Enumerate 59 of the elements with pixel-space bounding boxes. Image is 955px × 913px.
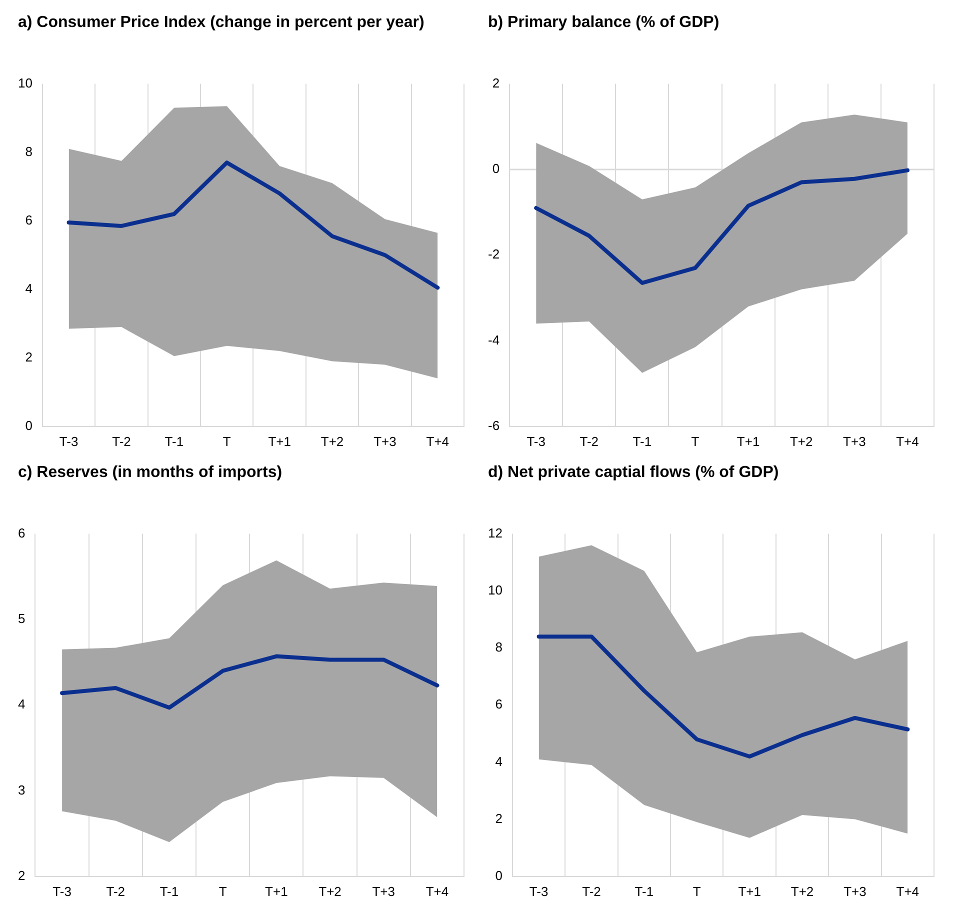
y-tick-label: 0 [495,868,502,883]
y-tick-label: 10 [18,75,32,90]
chart-title: c) Reserves (in months of imports) [17,463,284,483]
y-tick-label: -4 [488,332,500,348]
x-tick-label: T+3 [374,434,396,449]
y-tick-label: 4 [25,280,32,296]
x-tick-label: T [222,434,231,449]
x-tick-label: T+3 [372,884,395,899]
x-tick-label: T+2 [790,884,814,899]
x-tick-label: T+2 [318,884,342,899]
x-tick-label: T-2 [106,884,126,899]
y-tick-label: 12 [488,525,502,540]
x-tick-label: T+3 [844,884,866,899]
y-tick-label: 6 [25,212,32,228]
x-tick-label: T+1 [738,884,761,899]
chart-title: a) Consumer Price Index (change in percent per year) [17,13,426,33]
y-tick-label: 2 [25,349,32,364]
x-tick-label: T-2 [580,434,599,449]
x-tick-label: T+1 [265,884,288,899]
x-tick-label: T-2 [582,884,601,899]
x-tick-label: T-3 [529,884,548,899]
y-tick-label: 6 [18,525,26,540]
x-tick-label: T+4 [426,434,450,449]
y-tick-label: 8 [25,144,32,159]
x-tick-label: T-3 [52,884,72,899]
x-tick-label: T+2 [320,434,344,449]
x-tick-label: T [691,434,700,449]
x-tick-label: T-1 [164,434,184,449]
x-tick-label: T+1 [736,434,760,449]
y-tick-label: 2 [492,75,500,90]
x-tick-label: T-1 [632,434,652,449]
y-tick-label: 10 [488,582,502,598]
x-tick-label: T-1 [634,884,654,899]
x-tick-label: T-1 [160,884,179,899]
x-tick-label: T+4 [896,884,920,899]
x-tick-label: T-3 [526,434,546,449]
x-tick-label: T+2 [790,434,813,449]
y-tick-label: -2 [488,246,500,262]
x-tick-label: T+4 [426,884,449,899]
y-tick-label: 4 [18,696,26,712]
x-tick-label: T [692,884,701,899]
x-tick-label: T+4 [896,434,919,449]
y-tick-label: 2 [18,868,26,883]
chart-title: b) Primary balance (% of GDP) [487,13,720,33]
y-tick-label: 6 [495,696,502,712]
y-tick-label: 2 [495,810,502,826]
x-tick-label: T-2 [112,434,131,449]
y-tick-label: 3 [18,782,26,798]
x-tick-label: T+3 [843,434,866,449]
y-tick-label: 8 [495,640,502,655]
y-tick-label: -6 [488,418,500,433]
y-tick-label: 4 [495,754,502,769]
chart-title: d) Net private captial flows (% of GDP) [487,463,780,483]
x-tick-label: T-3 [59,434,78,449]
y-tick-label: 5 [18,611,26,626]
x-tick-label: T+1 [268,434,291,449]
y-tick-label: 0 [25,418,32,433]
x-tick-label: T [218,884,227,899]
y-tick-label: 0 [492,161,500,176]
